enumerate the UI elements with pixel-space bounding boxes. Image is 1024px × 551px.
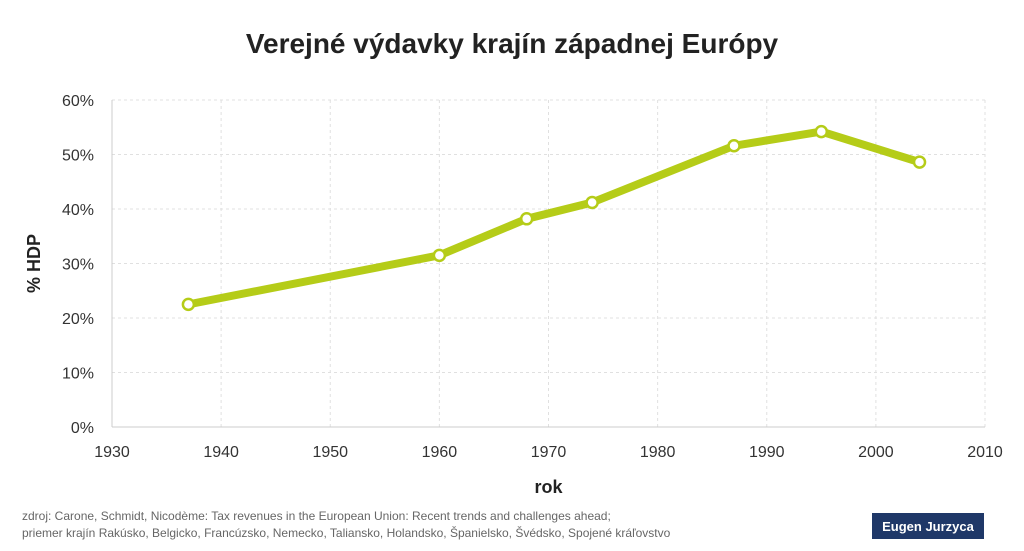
data-point [814,124,829,139]
x-tick-label: 1990 [749,444,785,461]
series-line [184,127,924,309]
x-tick-label: 2010 [967,444,1003,461]
data-point [432,248,447,263]
author-badge: Eugen Jurzyca [872,513,984,539]
y-tick-label: 10% [62,366,94,383]
data-point [727,139,741,153]
x-axis-title: rok [534,477,563,497]
source-line-1: zdroj: Carone, Schmidt, Nicodème: Tax re… [22,509,611,523]
x-tick-label: 1980 [640,444,676,461]
x-tick-label: 2000 [858,444,894,461]
x-tick-label: 1950 [312,444,348,461]
source-line-2: priemer krajín Rakúsko, Belgicko, Francú… [22,526,671,540]
data-point [181,297,196,312]
line-chart: 0% 10% 20% 30% 40% 50% 60% 1930 1940 1950 1960 1970… [24,93,1003,497]
data-point [585,195,599,210]
x-tick-label: 1930 [94,444,130,461]
y-tick-label: 40% [62,202,94,219]
source-note: zdroj: Carone, Schmidt, Nicodème: Tax re… [22,508,670,542]
x-tick-label: 1970 [531,444,567,461]
axes [111,100,985,428]
x-tick-label: 1940 [203,444,239,461]
y-tick-label: 0% [71,420,94,437]
y-axis-title: % HDP [24,234,44,293]
data-point [912,155,927,169]
tick-labels: 0% 10% 20% 30% 40% 50% 60% 1930 1940 1950 1960 1970… [62,93,1003,461]
y-tick-label: 30% [62,257,94,274]
data-point [519,212,534,226]
y-tick-label: 60% [62,93,94,110]
grid [111,99,986,427]
y-tick-label: 20% [62,311,94,328]
chart-title: Verejné výdavky krajín západnej Európy [245,28,779,59]
y-tick-label: 50% [62,148,94,165]
x-tick-label: 1960 [422,444,458,461]
series-layer [181,124,927,312]
